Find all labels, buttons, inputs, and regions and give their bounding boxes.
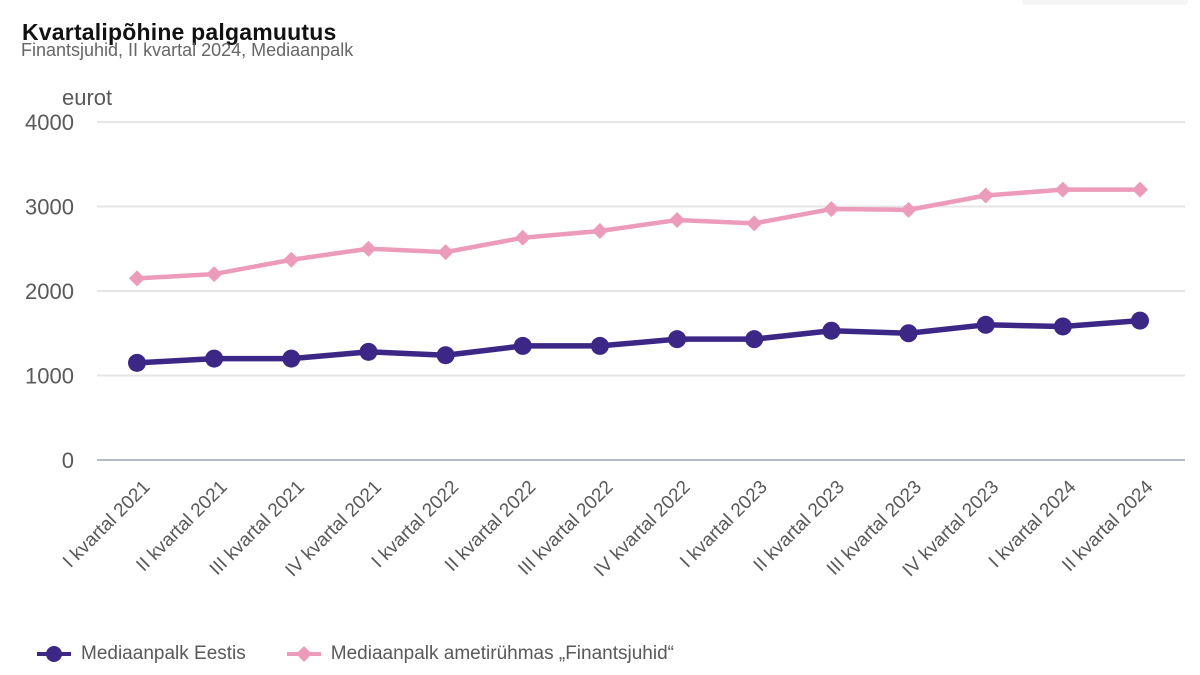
legend-label-eestis: Mediaanpalk Eestis (81, 643, 246, 664)
data-point[interactable] (283, 251, 300, 268)
legend-item-mediaanpalk-eestis[interactable]: Mediaanpalk Eestis (36, 643, 246, 665)
data-point[interactable] (282, 349, 301, 368)
data-point[interactable] (900, 201, 917, 218)
data-point[interactable] (745, 330, 764, 349)
data-point[interactable] (823, 201, 840, 218)
data-point[interactable] (513, 336, 532, 355)
data-point[interactable] (359, 342, 378, 361)
data-point[interactable] (436, 346, 455, 365)
series-line-finantsjuhid (134, 187, 1143, 281)
y-axis-tick-label: 3000 (25, 195, 74, 220)
y-axis-tick-label: 2000 (25, 279, 74, 304)
chart-subtitle: Finantsjuhid, II kvartal 2024, Mediaanpa… (21, 40, 354, 60)
data-point[interactable] (514, 229, 531, 246)
legend-label-finantsjuhid: Mediaanpalk ametirühmas „Finantsjuhid“ (330, 643, 674, 664)
data-point[interactable] (1054, 181, 1071, 198)
data-point[interactable] (129, 270, 145, 287)
y-axis-tick-label: 4000 (25, 110, 74, 135)
data-point[interactable] (977, 187, 994, 204)
data-point[interactable] (899, 324, 918, 343)
circle-series-marker-icon (37, 646, 71, 662)
partially-visible-top-right-button[interactable] (1022, 0, 1188, 5)
legend-item-finantsjuhid[interactable]: Mediaanpalk ametirühmas „Finantsjuhid“ (286, 643, 674, 665)
chart-title: Kvartalipõhine palgamuutus (22, 19, 337, 46)
diamond-series-marker-icon (286, 646, 321, 662)
chart-legend: Mediaanpalk Eestis Mediaanpalk ametirühm… (36, 643, 674, 665)
data-point[interactable] (746, 215, 763, 232)
data-point[interactable] (128, 353, 146, 372)
y-axis-unit-label: eurot (62, 85, 113, 110)
data-point[interactable] (1132, 181, 1148, 198)
data-point[interactable] (590, 336, 609, 355)
data-point[interactable] (205, 349, 224, 368)
data-point[interactable] (1131, 311, 1149, 330)
data-point[interactable] (360, 240, 377, 257)
data-point[interactable] (206, 266, 223, 283)
data-point[interactable] (976, 315, 995, 334)
y-axis-tick-label: 0 (62, 448, 74, 473)
data-point[interactable] (591, 223, 608, 240)
series-line-mediaanpalk-eestis (134, 317, 1143, 366)
y-axis-tick-label: 1000 (25, 364, 74, 389)
data-point[interactable] (822, 321, 841, 340)
data-point[interactable] (1053, 317, 1072, 336)
data-point[interactable] (669, 212, 686, 229)
data-point[interactable] (668, 330, 687, 349)
data-point[interactable] (437, 244, 454, 261)
